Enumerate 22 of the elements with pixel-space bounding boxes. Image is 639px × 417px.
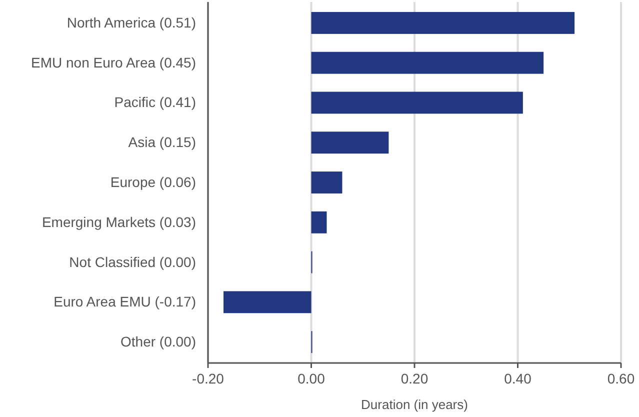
bar	[223, 291, 312, 314]
y-tick-label: Emerging Markets (0.03)	[42, 214, 196, 230]
bar	[311, 92, 523, 114]
y-tick-label: Euro Area EMU (-0.17)	[54, 294, 196, 310]
x-tick-label: 0.20	[400, 370, 428, 387]
bar	[311, 52, 544, 74]
y-tick-label: Other (0.00)	[120, 334, 196, 350]
y-tick-label: Asia (0.15)	[128, 134, 196, 150]
bar	[311, 132, 389, 154]
x-tick-label: 0.60	[607, 370, 635, 387]
y-tick-label: Pacific (0.41)	[114, 94, 196, 110]
x-tick-label: -0.20	[192, 370, 224, 387]
y-tick-label: Not Classified (0.00)	[69, 254, 196, 270]
x-tick-label: 0.40	[504, 370, 532, 387]
x-axis-title: Duration (in years)	[361, 397, 468, 412]
y-tick-label: North America (0.51)	[66, 14, 196, 30]
bar	[311, 12, 575, 34]
y-tick-label: Europe (0.06)	[110, 174, 196, 190]
bar	[311, 172, 342, 194]
x-tick-label: 0.00	[298, 370, 326, 387]
bar	[311, 211, 327, 234]
y-tick-label: EMU non Euro Area (0.45)	[31, 54, 196, 70]
